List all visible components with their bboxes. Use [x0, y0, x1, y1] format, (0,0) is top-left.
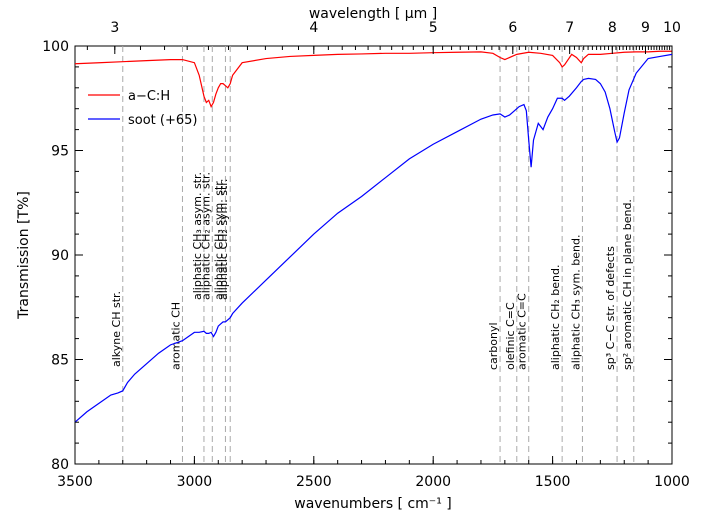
x-tick-label: 1000	[654, 474, 690, 490]
x-tick-label: 3000	[177, 474, 213, 490]
annotation-label: aliphatic CH₂ bend.	[549, 264, 562, 370]
y-tick-label: 95	[51, 144, 69, 160]
series-line-0	[74, 50, 672, 109]
top-axis-label: wavelength [ μm ]	[309, 6, 437, 22]
annotation-label: sp² aromatic CH in plane bend.	[621, 199, 634, 370]
annotation-label: olefinic C=C	[504, 302, 517, 370]
annotation-label: aromatic CH	[169, 302, 182, 370]
series-line-1	[74, 53, 673, 423]
annotation-label: alkyne CH str.	[110, 291, 123, 367]
annotation-label: aliphatic CH₃ sym. str.	[212, 179, 225, 300]
y-tick-label: 85	[51, 353, 69, 369]
legend: a−C:H soot (+65)	[88, 89, 198, 128]
annotation-label: aliphatic CH₂ sym. str.	[217, 179, 230, 300]
top-tick-label: 8	[608, 20, 617, 36]
y-tick-label: 80	[51, 457, 69, 473]
top-tick-label: 10	[663, 20, 681, 36]
annotation-label: aromatic C=C	[516, 293, 529, 370]
annotation-label: aliphatic CH₃ asym. str.	[191, 172, 204, 300]
annotation-label: aliphatic CH₂ asym. str.	[199, 172, 212, 300]
legend-label-1: soot (+65)	[128, 113, 198, 128]
x-tick-label: 3500	[57, 474, 93, 490]
top-tick-label: 7	[565, 20, 574, 36]
x-tick-label: 2000	[415, 474, 451, 490]
series-layer	[74, 50, 673, 423]
top-tick-label: 5	[429, 20, 438, 36]
annotation-label: aliphatic CH₃ sym. bend.	[569, 235, 582, 370]
top-tick-label: 3	[110, 20, 119, 36]
x-tick-label: 1500	[535, 474, 571, 490]
top-tick-label: 4	[309, 20, 318, 36]
x-axis-label: wavenumbers [ cm⁻¹ ]	[294, 496, 451, 512]
annotation-label: sp³ C−C str. of defects	[604, 246, 617, 370]
annotation-labels: alkyne CH str. aromatic CH aliphatic CH₃ a…	[110, 172, 634, 370]
y-tick-label: 90	[51, 248, 69, 264]
x-tick-label: 2500	[296, 474, 332, 490]
top-tick-label: 6	[508, 20, 517, 36]
top-tick-label: 9	[641, 20, 650, 36]
y-axis-label: Transmission [T%]	[16, 191, 32, 320]
ticks-layer: 3500 3000 2500 2000 1500 1000 80 85 90 95 100 3 4 5 6 7…	[42, 20, 690, 490]
annotation-label: carbonyl	[487, 322, 500, 370]
y-tick-label: 100	[42, 39, 69, 55]
legend-label-0: a−C:H	[128, 89, 170, 104]
